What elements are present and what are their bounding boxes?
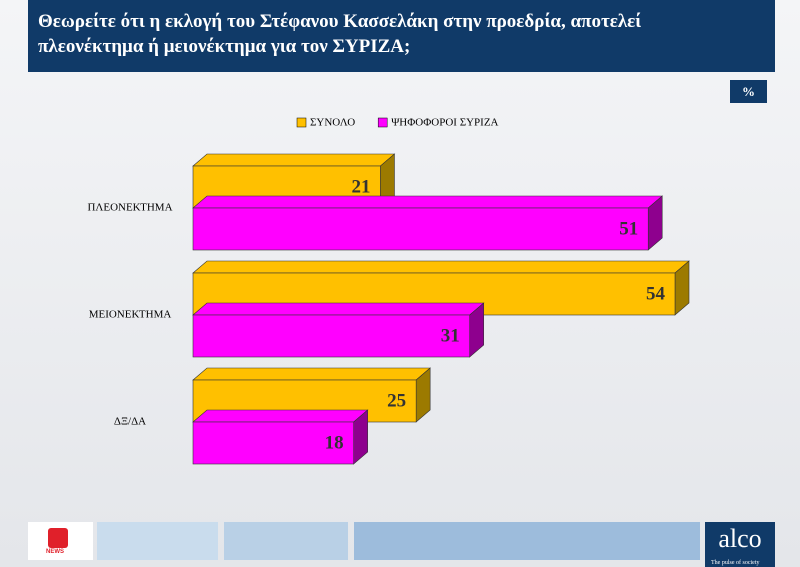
bar-top <box>192 195 664 209</box>
bar <box>192 195 664 251</box>
category-label: ΠΛΕΟΝΕΚΤΗΜΑ <box>87 202 172 214</box>
value-label: 54 <box>646 283 666 304</box>
category-label: ΜΕΙΟΝΕΚΤΗΜΑ <box>89 309 172 321</box>
footer-block <box>97 522 218 560</box>
footer-block <box>224 522 348 560</box>
footer-block <box>354 522 700 560</box>
tagline: The pulse of society <box>711 560 760 566</box>
brand-logo: alco The pulse of society <box>705 522 775 567</box>
value-label: 21 <box>351 176 370 197</box>
legend-label: ΨΗΦΟΦΟΡΟΙ ΣΥΡΙΖΑ <box>391 117 498 129</box>
logo-icon <box>48 528 68 548</box>
channel-badge: NEWS <box>46 549 64 555</box>
bar-top <box>192 409 369 423</box>
unit-badge: % <box>730 80 767 103</box>
channel-logo: NEWS <box>28 522 93 560</box>
value-label: 18 <box>325 432 344 453</box>
category-label: ΔΞ/ΔΑ <box>114 416 146 428</box>
value-label: 51 <box>619 218 638 239</box>
bar-top <box>192 302 485 316</box>
bar-top <box>192 153 396 167</box>
bar-front <box>192 314 471 358</box>
legend-swatch <box>377 117 388 128</box>
bar-front <box>192 207 649 251</box>
title-bar: Θεωρείτε ότι η εκλογή του Στέφανου Κασσε… <box>28 0 775 72</box>
bar <box>192 409 369 465</box>
value-label: 25 <box>387 390 406 411</box>
bar-top <box>192 260 690 274</box>
brand: alco <box>718 524 762 553</box>
bar-front <box>192 421 354 465</box>
value-label: 31 <box>441 325 460 346</box>
legend-label: ΣΥΝΟΛΟ <box>310 117 355 129</box>
legend-swatch <box>296 117 307 128</box>
bar <box>192 153 396 209</box>
bar-top <box>192 367 431 381</box>
bar <box>192 302 485 358</box>
chart-title: Θεωρείτε ότι η εκλογή του Στέφανου Κασσε… <box>38 11 642 57</box>
